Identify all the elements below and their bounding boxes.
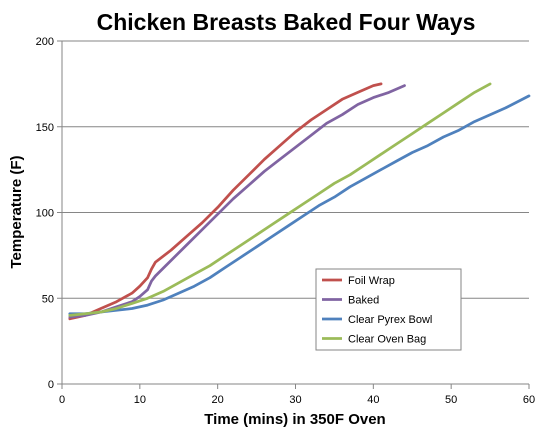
y-tick-label: 100: [36, 208, 54, 220]
axes: 0 50 100 150 200 0 10 20 30 40 50 60: [36, 36, 535, 406]
chart-title: Chicken Breasts Baked Four Ways: [97, 9, 476, 35]
legend-label: Foil Wrap: [348, 275, 395, 287]
x-tick-label: 30: [289, 394, 301, 406]
legend-label: Clear Oven Bag: [348, 334, 426, 346]
legend-label: Baked: [348, 295, 379, 307]
y-tick-label: 150: [36, 122, 54, 134]
series-line-clear-pyrex-bowl: [68, 94, 531, 316]
x-tick-label: 20: [212, 394, 224, 406]
legend-label: Clear Pyrex Bowl: [348, 314, 432, 326]
x-tick-label: 50: [445, 394, 457, 406]
series-line-baked: [68, 84, 406, 319]
y-tick-label: 0: [48, 379, 54, 391]
series-line-foil-wrap: [68, 82, 383, 321]
x-tick-label: 40: [367, 394, 379, 406]
legend-box: [315, 268, 462, 351]
legend: Foil Wrap Baked Clear Pyrex Bowl Clear Oven…: [315, 268, 462, 351]
x-tick-label: 10: [134, 394, 146, 406]
x-axis-label: Time (mins) in 350F Oven: [204, 411, 385, 428]
series-line-clear-oven-bag: [68, 82, 492, 317]
x-tick-label: 0: [59, 394, 65, 406]
y-axis-label: Temperature (F): [8, 155, 25, 268]
x-tick-label: 60: [523, 394, 535, 406]
y-tick-label: 200: [36, 36, 54, 48]
series-lines: [68, 82, 531, 321]
gridlines: [62, 40, 529, 299]
y-tick-label: 50: [42, 293, 54, 305]
